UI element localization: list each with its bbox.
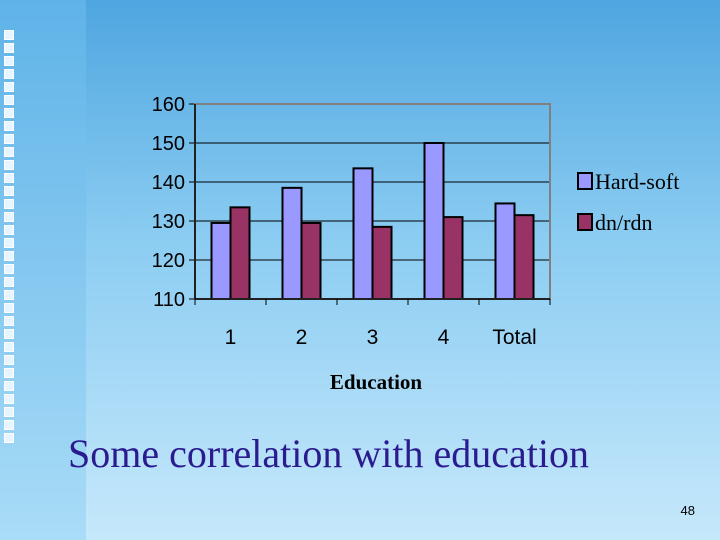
decorative-square <box>4 381 14 391</box>
y-tick-label: 130 <box>152 211 185 233</box>
decorative-square <box>4 186 14 196</box>
decorative-square <box>4 251 14 261</box>
decorative-square <box>4 199 14 209</box>
bar <box>229 206 251 301</box>
x-tick-label: 3 <box>367 326 379 349</box>
decorative-square <box>4 30 14 40</box>
y-tick-label: 110 <box>153 289 185 311</box>
decorative-square <box>4 394 14 404</box>
legend: Hard-soft dn/rdn <box>577 169 679 235</box>
decorative-square <box>4 95 14 105</box>
decorative-square <box>4 264 14 274</box>
bar-chart: 110 120 130 140 150 160 1 2 3 4 Total Education Har… <box>152 94 680 394</box>
decorative-square <box>4 173 14 183</box>
y-tick-label: 160 <box>152 94 185 116</box>
page-number: 48 <box>680 503 695 518</box>
bar <box>442 216 464 301</box>
x-tick-label: Total <box>492 326 536 349</box>
y-tick-label: 120 <box>152 250 185 272</box>
decorative-square <box>4 407 14 417</box>
decorative-square <box>4 277 14 287</box>
bar <box>210 221 232 300</box>
decorative-square <box>4 69 14 79</box>
decorative-square <box>4 290 14 300</box>
decorative-square <box>4 329 14 339</box>
x-tick-label: 4 <box>438 326 450 349</box>
legend-label: dn/rdn <box>595 210 652 235</box>
axes: 110 120 130 140 150 160 1 2 3 4 Total Education <box>152 94 551 394</box>
decorative-square <box>4 420 14 430</box>
bar <box>300 221 322 300</box>
decorative-square <box>4 134 14 144</box>
decorative-square <box>4 368 14 378</box>
legend-label: Hard-soft <box>595 169 679 194</box>
decorative-square <box>4 108 14 118</box>
slide-subtitle: Some correlation with education <box>68 431 589 476</box>
decorative-square <box>4 342 14 352</box>
bar <box>371 225 393 301</box>
decorative-square <box>4 212 14 222</box>
decorative-square <box>4 316 14 326</box>
legend-swatch <box>577 213 593 231</box>
decorative-square <box>4 160 14 170</box>
x-tick-label: 2 <box>296 326 308 349</box>
left-decoration-strip <box>0 0 86 540</box>
y-tick-label: 140 <box>152 172 185 194</box>
decorative-square <box>4 43 14 53</box>
bar <box>513 214 535 300</box>
decorative-square <box>4 355 14 365</box>
decorative-square <box>4 82 14 92</box>
bar <box>494 202 516 300</box>
decorative-square <box>4 147 14 157</box>
decorative-square <box>4 56 14 66</box>
y-tick-label: 150 <box>152 133 185 155</box>
decorative-square <box>4 121 14 131</box>
bars <box>210 142 535 301</box>
bar <box>281 186 303 301</box>
decorative-square <box>4 433 14 443</box>
x-tick-label: 1 <box>225 326 237 349</box>
decorative-square <box>4 238 14 248</box>
legend-swatch <box>577 172 593 190</box>
bar <box>352 167 374 300</box>
decorative-squares <box>4 30 18 446</box>
x-axis-title: Education <box>330 370 423 394</box>
decorative-square <box>4 225 14 235</box>
bar <box>423 142 445 300</box>
decorative-square <box>4 303 14 313</box>
